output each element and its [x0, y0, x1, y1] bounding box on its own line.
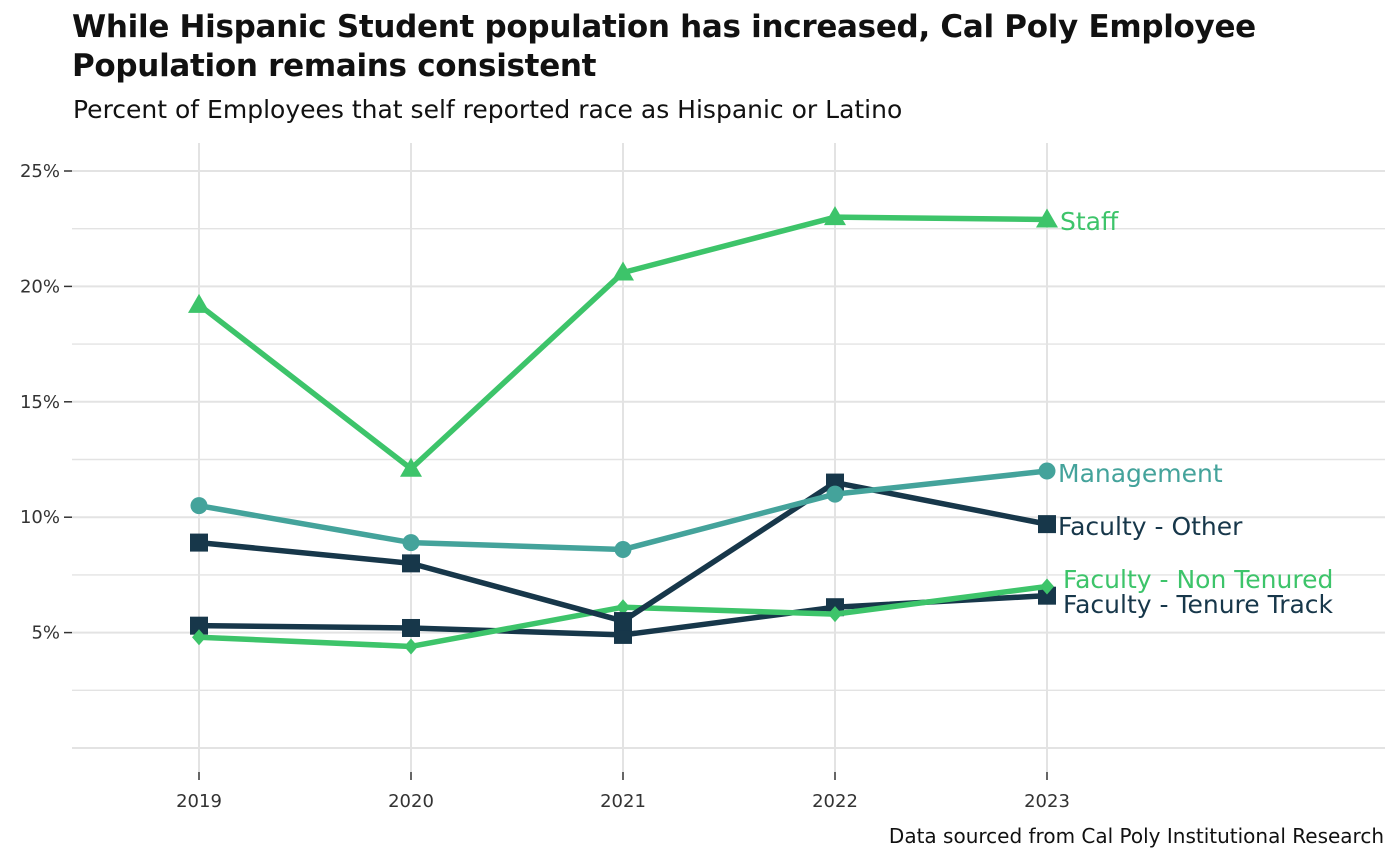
data-point-faculty-other	[614, 612, 632, 631]
data-point-management	[826, 485, 844, 503]
data-point-faculty-other	[1038, 515, 1056, 534]
y-tick-label: 25%	[20, 161, 60, 182]
data-point-faculty-tenure-track	[190, 616, 208, 635]
series-label-staff: Staff	[1060, 207, 1119, 236]
x-tick-label: 2023	[1024, 791, 1070, 812]
chart-caption: Data sourced from Cal Poly Institutional…	[888, 824, 1384, 848]
y-tick-label: 20%	[20, 276, 60, 297]
x-tick-label: 2020	[388, 791, 434, 812]
data-point-staff	[188, 293, 210, 313]
data-point-staff	[1036, 208, 1058, 228]
data-point-faculty-non-tenured	[1040, 578, 1054, 595]
series-label-faculty-tenure-track: Faculty - Tenure Track	[1063, 590, 1334, 619]
series-label-faculty-other: Faculty - Other	[1058, 512, 1243, 541]
data-point-management	[190, 497, 208, 515]
data-point-faculty-non-tenured	[404, 638, 418, 655]
data-point-faculty-non-tenured	[616, 599, 630, 616]
data-point-faculty-tenure-track	[402, 618, 420, 637]
y-tick-label: 15%	[20, 392, 60, 413]
chart-subtitle: Percent of Employees that self reported …	[73, 95, 903, 124]
axis-layer: 5% 10% 15% 20% 25% 2019 2020 2021 2022 2023	[20, 161, 1070, 812]
data-point-management	[614, 541, 632, 559]
label-layer: Staff Management Faculty - Other Faculty - …	[1058, 207, 1334, 619]
chart-title: While Hispanic Student population has in…	[72, 9, 1256, 84]
data-point-management	[1038, 462, 1056, 480]
data-point-faculty-other	[402, 554, 420, 573]
grid-layer	[72, 143, 1385, 772]
data-point-faculty-tenure-track	[1038, 586, 1056, 605]
data-point-faculty-other	[190, 533, 208, 552]
x-tick-label: 2021	[600, 791, 646, 812]
data-point-staff	[612, 261, 634, 281]
series-label-management: Management	[1058, 459, 1223, 488]
series-label-faculty-non-tenured: Faculty - Non Tenured	[1063, 565, 1333, 594]
data-point-faculty-non-tenured	[828, 606, 842, 623]
data-point-management	[402, 534, 420, 552]
data-point-staff	[824, 206, 846, 226]
data-point-faculty-non-tenured	[192, 629, 206, 646]
x-tick-label: 2022	[812, 791, 858, 812]
y-tick-label: 5%	[31, 623, 60, 644]
x-tick-label: 2019	[176, 791, 222, 812]
data-point-staff	[400, 457, 422, 477]
data-point-faculty-tenure-track	[614, 625, 632, 644]
y-tick-label: 10%	[20, 507, 60, 528]
series-layer	[188, 206, 1058, 655]
